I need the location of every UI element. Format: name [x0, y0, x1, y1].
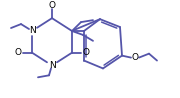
Text: O: O — [15, 48, 21, 57]
Text: N: N — [49, 61, 55, 70]
Text: N: N — [29, 26, 35, 35]
Text: O: O — [132, 53, 138, 62]
Text: O: O — [48, 1, 55, 10]
Text: O: O — [82, 48, 89, 57]
